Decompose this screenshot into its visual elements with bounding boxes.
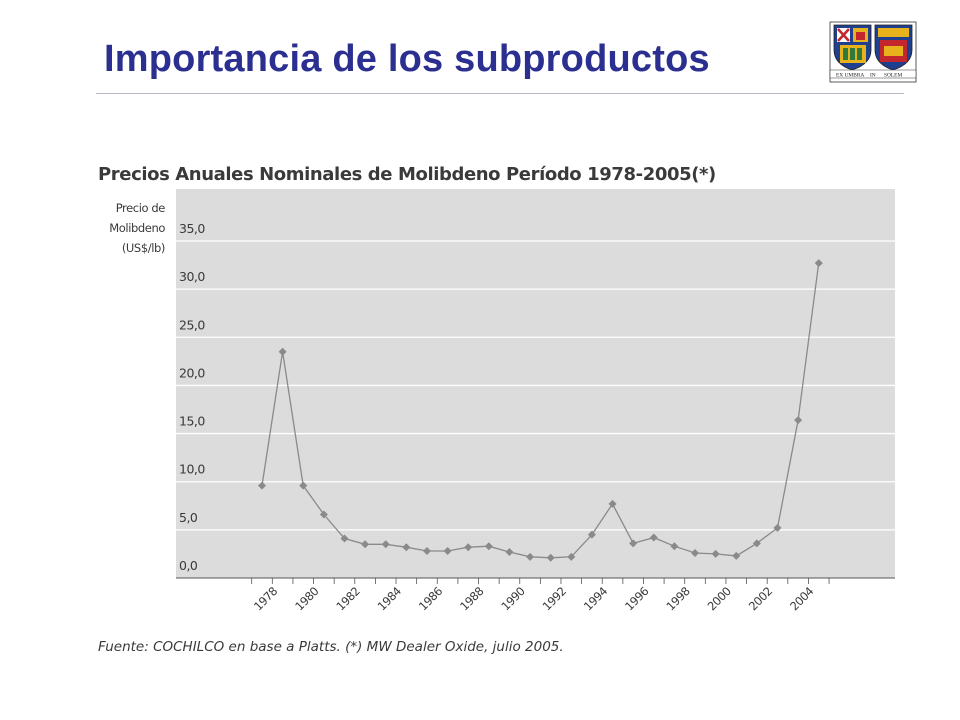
x-tick-label: 1978 [251, 584, 280, 613]
data-point [752, 539, 761, 548]
y-tick-label: 30,0 [179, 269, 205, 284]
data-point [649, 533, 658, 542]
data-point [505, 548, 514, 557]
data-point [567, 552, 576, 561]
data-point [258, 481, 266, 490]
data-point [732, 551, 741, 560]
data-point [526, 552, 535, 561]
y-tick-label: 5,0 [179, 510, 198, 525]
x-tick-label: 1986 [416, 584, 445, 613]
y-tick-label: 0,0 [179, 558, 198, 573]
x-tick-label: 1988 [457, 584, 486, 613]
university-crest-logo: EX UMBRA IN SOLEM [829, 21, 917, 83]
x-tick-label: 1984 [375, 584, 404, 613]
chart-title: Precios Anuales Nominales de Molibdeno P… [98, 164, 716, 185]
x-tick-label: 2000 [705, 584, 734, 613]
data-point [629, 539, 638, 548]
plot-area [176, 189, 895, 578]
data-point [546, 553, 555, 562]
y-tick-label: 15,0 [179, 414, 205, 429]
source-note: Fuente: COCHILCO en base a Platts. (*) M… [98, 639, 564, 655]
x-tick-label: 1990 [498, 584, 527, 613]
data-point [422, 547, 431, 556]
data-point [691, 548, 700, 557]
crest-motto-mid: IN [870, 73, 876, 79]
data-point [484, 542, 493, 551]
data-point [608, 499, 617, 508]
data-point [361, 540, 370, 549]
title-divider [96, 93, 904, 94]
y-tick-label: 25,0 [179, 317, 205, 332]
data-point [464, 543, 473, 552]
crest-motto-left: EX UMBRA [836, 73, 864, 79]
x-tick-label: 1994 [581, 584, 610, 613]
crest-motto-right: SOLEM [884, 73, 902, 79]
series-line [261, 263, 820, 559]
y-axis-label: (US$/lb) [122, 241, 165, 255]
x-tick-label: 1996 [622, 584, 651, 613]
y-axis-label: Molibdeno [109, 221, 165, 235]
data-point [319, 510, 328, 519]
x-tick-label: 1980 [292, 584, 321, 613]
x-tick-label: 1998 [663, 584, 692, 613]
x-tick-label: 1992 [540, 584, 569, 613]
data-point [773, 523, 782, 532]
x-tick-label: 1982 [333, 584, 362, 613]
data-point [814, 259, 823, 268]
data-point [299, 481, 308, 490]
y-tick-label: 20,0 [179, 365, 205, 380]
data-point [340, 534, 349, 543]
y-axis-label: Precio de [116, 201, 166, 215]
data-point [381, 540, 390, 549]
y-tick-label: 10,0 [179, 462, 205, 477]
data-point [278, 347, 287, 356]
y-tick-label: 35,0 [179, 221, 205, 236]
data-point [794, 416, 803, 425]
x-tick-label: 2004 [787, 584, 816, 613]
data-point [402, 543, 411, 552]
data-point [670, 542, 679, 551]
data-point [587, 530, 596, 539]
data-point [711, 549, 720, 558]
slide-title: Importancia de los subproductos [104, 38, 710, 80]
data-point [443, 547, 452, 556]
x-tick-label: 2002 [746, 584, 775, 613]
